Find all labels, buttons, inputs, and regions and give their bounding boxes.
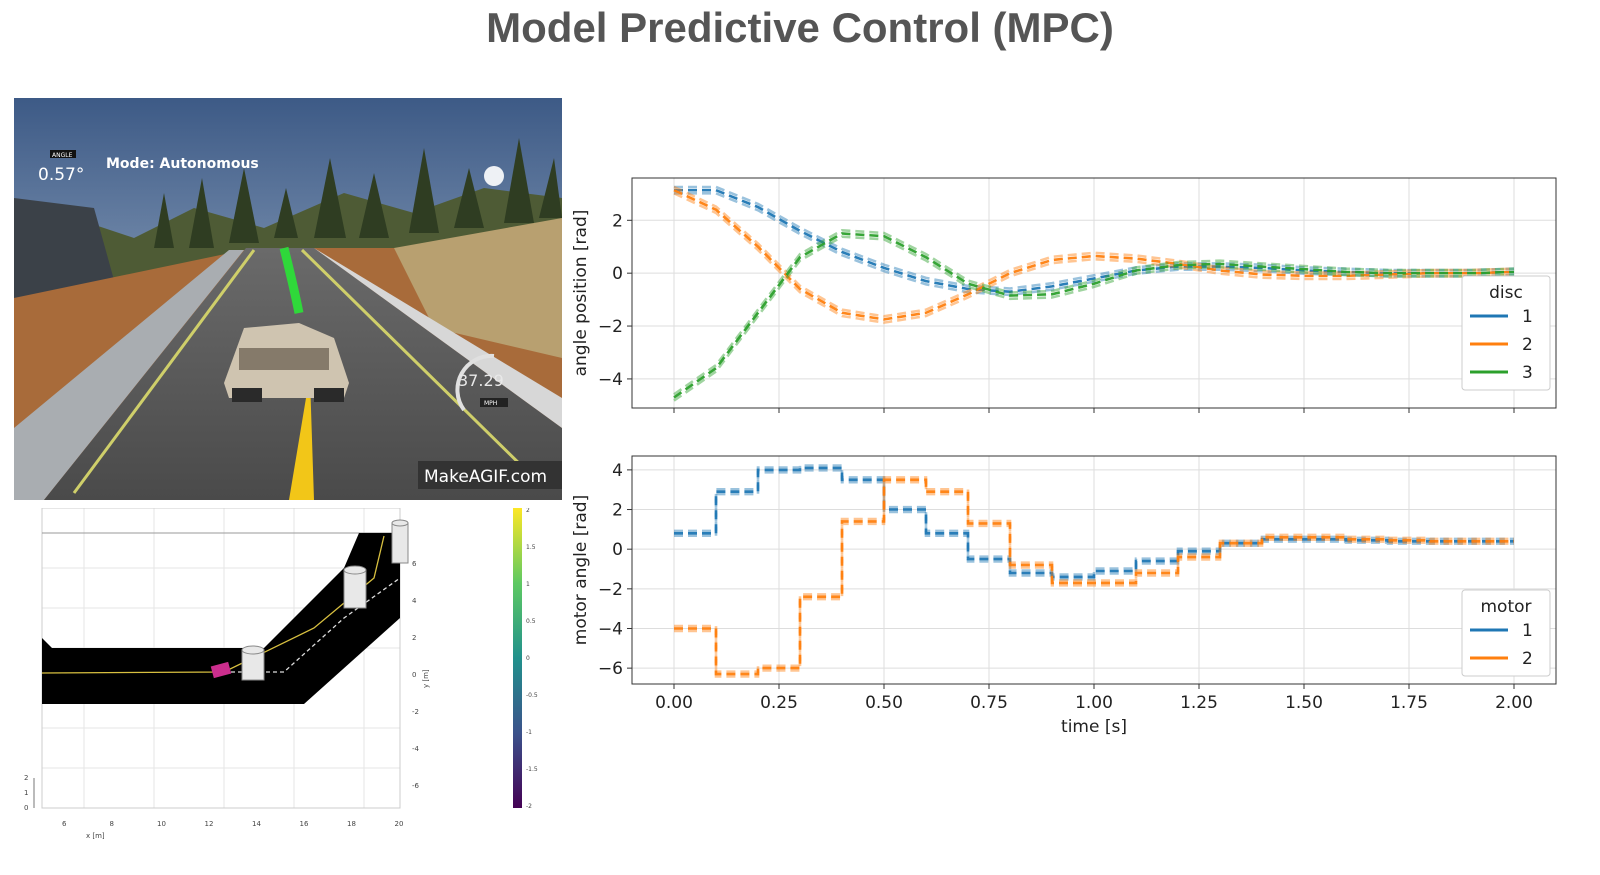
series-line-1 [674,185,1515,290]
page-title: Model Predictive Control (MPC) [486,4,1114,51]
sim-x-label: x [m] [86,832,105,840]
y-tick-label: 4 [612,461,623,481]
vehicle-marker [210,661,232,679]
colorbar [513,508,522,808]
legend-label: 1 [1522,307,1533,327]
legend-label: 2 [1522,335,1533,355]
chart-panel-1: 2 0 −2 −4 angle position [rad] disc 1 2 3 [571,177,1557,413]
sim-z-tick: 0 [24,804,28,812]
watermark-box [418,461,562,489]
legend-title: disc [1489,283,1523,303]
colorbar-tick: -2 [526,803,532,810]
colorbar-tick: 1 [526,581,530,588]
y-tick-label: −2 [598,580,623,600]
x-tick-label: 1.75 [1390,693,1428,713]
angle-badge [50,150,76,158]
sim-x-tick: 18 [347,820,356,828]
y-tick-label: 0 [612,540,623,560]
colorbar-tick: 0.5 [526,618,536,625]
legend-title: motor [1480,597,1531,617]
watermark: MakeAGIF.com [424,467,547,487]
sim-y-label: y [m] [422,669,430,688]
legend-box [1461,275,1551,391]
x-tick-label: 2.00 [1495,693,1533,713]
sim-x-tick: 8 [110,820,114,828]
colorbar-tick: 0 [526,655,530,662]
sim-y-tick: 0 [412,671,416,679]
sim-y-tick: -2 [412,708,419,716]
reference-path [41,535,385,674]
x-tick-label: 1.00 [1075,693,1113,713]
sim-z-tick: 2 [24,774,28,782]
series-line-2 [674,476,1514,673]
y-tick-label: 2 [612,211,623,231]
colorbar-tick: -1 [526,729,532,736]
sim-y-tick: -4 [412,745,420,753]
legend-label: 1 [1522,621,1533,641]
mode-label: Mode: Autonomous [106,156,259,172]
speedometer-arc [455,353,495,412]
colorbar-tick: 1.5 [526,544,536,551]
y-tick-label: 2 [612,501,623,521]
series-line-3 [673,235,1515,402]
legend-label: 3 [1522,363,1533,383]
sim-x-tick: 10 [157,820,166,828]
series-line-3 [673,232,1515,399]
y-tick-label: −2 [598,317,623,337]
sim-x-tick: 20 [395,820,404,828]
series-line-2 [674,478,1514,676]
track-surface [42,533,400,704]
y-tick-label: 0 [612,264,623,284]
sim-y-tick: 6 [412,560,417,568]
legend-box [1461,589,1551,677]
y-tick-label: −4 [598,370,623,390]
y-tick-label: −6 [598,659,623,679]
chart-panel-2: 4 2 0 −2 −4 −6 0.00 0.25 0.50 0.75 1.00 1.25 1.50 1.7… [571,455,1557,737]
angle-badge-label: ANGLE [52,152,73,159]
series-line-1 [674,464,1514,576]
speed-unit-badge [480,398,508,407]
series-line-2 [674,480,1514,678]
x-tick-label: 1.25 [1180,693,1218,713]
legend-label: 2 [1522,649,1533,669]
steering-angle-readout: 0.57° [38,165,84,185]
x-tick-label: 0.25 [760,693,798,713]
sim-x-tick: 12 [205,820,214,828]
y-tick-label: −4 [598,619,623,639]
speed-unit: MPH [484,400,497,407]
sim-z-tick: 1 [24,789,28,797]
colorbar-tick: 2 [526,508,530,514]
x-tick-label: 0.75 [970,693,1008,713]
sim-y-tick: 2 [412,634,416,642]
speed-readout: 37.29 [458,371,504,390]
mpc-plots: 2 0 −2 −4 angle position [rad] disc 1 2 3 4 2 0 −2 −4… [571,177,1557,737]
x-tick-label: 0.00 [655,693,693,713]
sun-glare [484,166,504,186]
sim-y-tick: 4 [412,597,417,605]
y-axis-label: motor angle [rad] [571,495,591,645]
x-tick-label: 0.50 [865,693,903,713]
y-axis-label: angle position [rad] [571,210,591,377]
series-line-3 [673,228,1515,396]
colorbar-tick: -0.5 [526,692,538,699]
sim-x-tick: 6 [62,820,67,828]
x-tick-label: 1.50 [1285,693,1323,713]
x-axis-label: time [s] [1061,717,1127,737]
sim-x-tick: 14 [252,820,261,828]
series-line-1 [674,192,1515,297]
sim-x-tick: 16 [300,820,309,828]
colorbar-tick: -1.5 [526,766,538,773]
driving-simulator-view: ANGLE 0.57° Mode: Autonomous 37.29 MPH M… [14,98,562,500]
sim-y-tick: -6 [412,782,420,790]
